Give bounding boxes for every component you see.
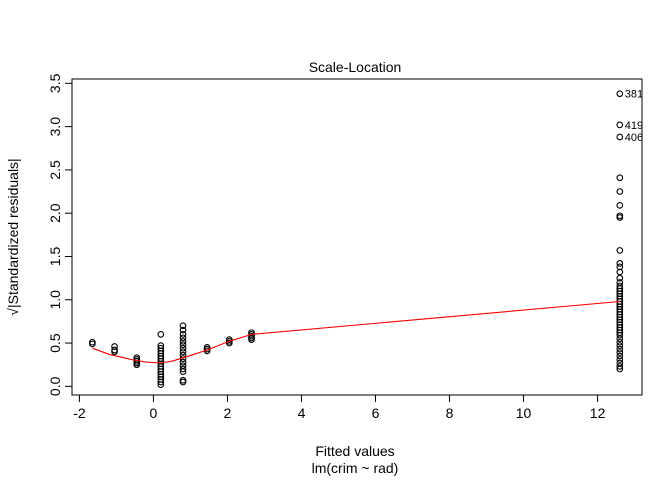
- data-point: [179, 378, 187, 386]
- data-point: [616, 356, 624, 363]
- outlier-label: 406: [625, 132, 643, 144]
- data-point: [179, 348, 187, 356]
- data-point: [179, 334, 187, 342]
- data-point: [616, 202, 624, 209]
- x-tick-label: -2: [73, 405, 86, 421]
- data-point: [616, 349, 624, 356]
- x-tick-label: 12: [590, 405, 606, 421]
- data-point: [89, 340, 96, 348]
- data-point: [616, 90, 624, 98]
- data-point: [616, 335, 624, 343]
- data-point: [179, 365, 187, 373]
- data-point: [179, 368, 187, 375]
- x-tick-label: 10: [516, 405, 532, 421]
- x-axis: -2 0 2 4 6 8 10 12: [73, 394, 606, 421]
- data-point: [616, 174, 624, 182]
- y-tick-label: 2.5: [47, 160, 63, 180]
- x-axis-sublabel: lm(crim ~ rad): [312, 460, 399, 476]
- data-point: [248, 336, 255, 343]
- x-tick-label: 4: [298, 405, 306, 421]
- data-point: [179, 322, 187, 330]
- data-point: [616, 274, 624, 282]
- data-point: [111, 348, 118, 356]
- outlier-label: 381: [625, 89, 643, 101]
- data-point: [616, 345, 624, 353]
- data-point: [179, 331, 187, 338]
- data-point: [157, 331, 165, 338]
- data-point: [179, 344, 187, 352]
- data-point: [616, 121, 624, 129]
- y-tick-label: 0.5: [47, 333, 63, 353]
- data-point: [616, 133, 624, 141]
- y-tick-label: 3.0: [47, 117, 63, 137]
- data-point: [616, 365, 624, 373]
- data-point: [179, 341, 187, 349]
- x-axis-label: Fitted values: [315, 443, 394, 459]
- data-point: [616, 363, 624, 370]
- x-tick-label: 6: [372, 405, 380, 421]
- data-point: [157, 378, 165, 386]
- data-point: [179, 337, 187, 345]
- data-point: [616, 352, 624, 360]
- y-tick-label: 1.5: [47, 247, 63, 267]
- data-point: [616, 260, 624, 267]
- y-tick-label: 1.0: [47, 290, 63, 310]
- chart-title: Scale-Location: [309, 59, 402, 75]
- smoother-layer: [92, 300, 620, 364]
- data-point: [157, 381, 165, 388]
- outlier-label: 419: [625, 120, 643, 132]
- data-point: [616, 331, 624, 339]
- data-point: [133, 361, 141, 369]
- x-tick-label: 2: [224, 405, 232, 421]
- data-point: [179, 326, 187, 334]
- data-point: [616, 247, 624, 254]
- y-tick-label: 2.0: [47, 203, 63, 223]
- x-tick-label: 8: [446, 405, 454, 421]
- smoother-line: [92, 300, 620, 364]
- data-point: [616, 214, 624, 221]
- data-point: [179, 358, 187, 366]
- data-point: [616, 188, 624, 195]
- y-tick-label: 0.0: [47, 376, 63, 396]
- data-point: [616, 338, 624, 346]
- y-axis: 0.0 0.5 1.0 1.5 2.0 2.5 3.0 3.5: [47, 73, 73, 396]
- y-axis-label: √|Standardized residuals|: [5, 158, 21, 315]
- x-tick-label: 0: [150, 405, 158, 421]
- data-point: [616, 342, 624, 350]
- data-point: [225, 339, 233, 347]
- y-tick-label: 3.5: [47, 73, 63, 93]
